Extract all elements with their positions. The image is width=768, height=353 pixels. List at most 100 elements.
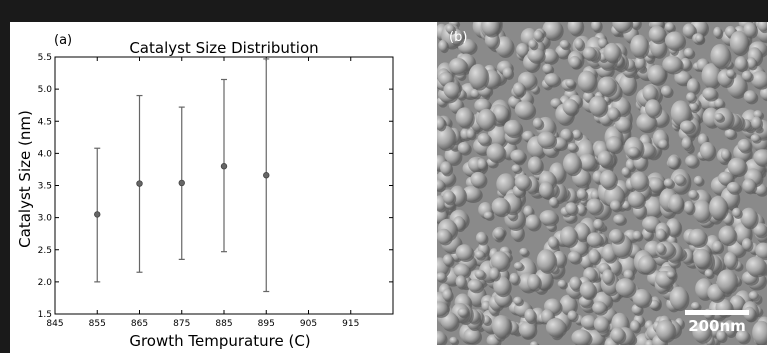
catalyst-particle — [743, 90, 757, 103]
catalyst-particle — [528, 39, 537, 49]
catalyst-particle — [743, 22, 757, 37]
catalyst-particle — [734, 56, 747, 71]
catalyst-particle — [630, 34, 649, 58]
catalyst-particle — [644, 339, 655, 345]
catalyst-particle — [578, 153, 596, 170]
catalyst-particle — [663, 178, 674, 188]
catalyst-particle — [625, 158, 635, 171]
catalyst-particle — [630, 319, 640, 332]
catalyst-particle — [682, 23, 696, 38]
catalyst-particle — [503, 119, 522, 137]
x-tick-label: 885 — [215, 319, 232, 329]
catalyst-particle — [608, 229, 624, 243]
catalyst-particle — [718, 225, 736, 245]
catalyst-particle — [466, 128, 475, 139]
catalyst-particle — [693, 175, 703, 185]
catalyst-particle — [569, 276, 581, 291]
catalyst-particle — [751, 116, 762, 129]
catalyst-particle — [716, 269, 737, 293]
catalyst-particle — [693, 248, 711, 268]
catalyst-particle — [699, 141, 715, 160]
catalyst-particle — [746, 57, 757, 69]
x-tick-label: 905 — [300, 319, 317, 329]
catalyst-particle — [710, 44, 730, 68]
catalyst-particle — [613, 214, 626, 225]
catalyst-particle — [577, 70, 596, 92]
data-point — [94, 211, 101, 218]
catalyst-particle — [755, 242, 767, 259]
catalyst-particle — [648, 177, 664, 192]
catalyst-particle — [627, 146, 640, 157]
catalyst-particle — [496, 173, 516, 195]
catalyst-particle — [642, 216, 661, 232]
catalyst-particle — [742, 178, 756, 193]
catalyst-particle — [688, 228, 707, 247]
catalyst-particle — [612, 22, 632, 32]
catalyst-particle — [740, 207, 758, 228]
catalyst-particle — [745, 256, 766, 276]
catalyst-particle — [718, 171, 734, 185]
catalyst-particle — [470, 88, 480, 98]
catalyst-particle — [489, 267, 500, 280]
catalyst-particle — [519, 247, 529, 256]
catalyst-particle — [647, 64, 666, 85]
catalyst-particle — [593, 316, 609, 333]
catalyst-particle — [732, 207, 742, 218]
catalyst-particle — [511, 164, 521, 173]
catalyst-particle — [648, 25, 666, 43]
catalyst-particle — [477, 132, 491, 145]
catalyst-particle — [437, 228, 452, 244]
catalyst-particle — [548, 197, 558, 207]
catalyst-particle — [637, 255, 656, 274]
catalyst-particle — [525, 214, 540, 230]
catalyst-particle — [632, 230, 642, 240]
catalyst-particle — [532, 117, 543, 129]
catalyst-particle — [726, 181, 741, 194]
catalyst-particle — [686, 78, 699, 94]
catalyst-particle — [679, 120, 695, 133]
catalyst-particle — [453, 263, 470, 278]
catalyst-particle — [437, 272, 446, 282]
catalyst-particle — [597, 76, 616, 96]
catalyst-particle — [610, 327, 625, 343]
catalyst-particle — [741, 238, 752, 250]
catalyst-particle — [627, 190, 645, 208]
catalyst-particle — [514, 174, 531, 190]
x-axis-label: Growth Tempurature (C) — [129, 332, 310, 350]
catalyst-particle — [533, 29, 543, 41]
y-tick-label: 2.0 — [38, 278, 53, 288]
catalyst-particle — [634, 56, 645, 70]
catalyst-particle — [610, 200, 621, 211]
catalyst-particle — [695, 34, 704, 43]
y-tick-label: 3.0 — [38, 214, 53, 224]
catalyst-particle — [455, 244, 473, 261]
catalyst-particle — [658, 139, 668, 149]
catalyst-particle — [477, 108, 496, 130]
catalyst-particle — [720, 148, 731, 160]
catalyst-particle — [567, 142, 578, 152]
catalyst-particle — [491, 197, 510, 216]
catalyst-particle — [709, 195, 727, 220]
x-tick-label: 865 — [131, 319, 148, 329]
catalyst-particle — [716, 329, 726, 342]
catalyst-particle — [643, 196, 663, 218]
catalyst-particle — [542, 63, 553, 74]
catalyst-particle — [615, 116, 631, 132]
panel-label-a: (a) — [54, 33, 72, 48]
y-tick-label: 5.0 — [38, 85, 53, 95]
catalyst-particle — [704, 269, 714, 278]
catalyst-particle — [586, 232, 603, 247]
catalyst-particle — [741, 70, 753, 81]
catalyst-particle — [536, 249, 556, 273]
catalyst-particle — [527, 47, 545, 63]
catalyst-particle — [735, 329, 750, 343]
catalyst-particle — [559, 294, 577, 315]
catalyst-particle — [445, 24, 455, 34]
catalyst-particle — [670, 100, 691, 126]
catalyst-particle — [588, 95, 607, 116]
catalyst-particle — [509, 272, 520, 284]
catalyst-particle — [572, 129, 582, 140]
catalyst-particle — [544, 73, 560, 86]
catalyst-particle — [538, 181, 553, 198]
catalyst-particle — [442, 254, 453, 266]
